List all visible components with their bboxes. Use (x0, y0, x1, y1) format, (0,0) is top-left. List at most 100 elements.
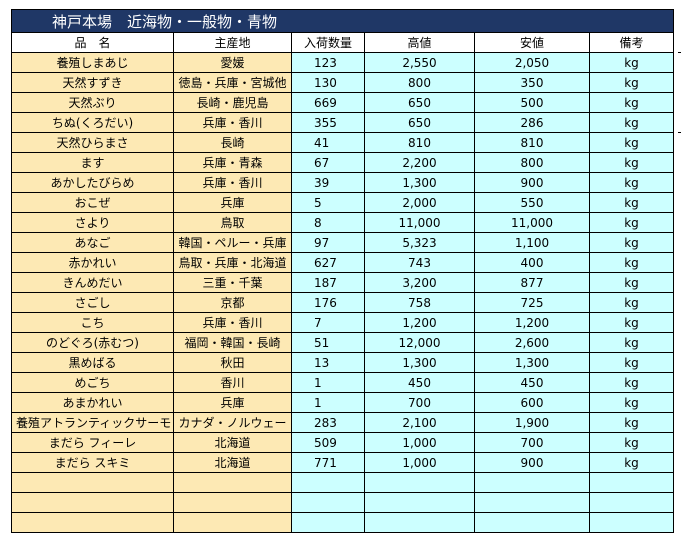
table-row: 養殖アトランティックサーモン カナダ・ノルウェー 283 2,100 1,900 kg (11, 412, 675, 433)
cell-name: あまかれい (11, 392, 174, 413)
header-high: 高値 (364, 32, 475, 53)
cell-name (11, 512, 174, 533)
cell-name: さより (11, 212, 174, 233)
cell-unit: kg (588, 52, 675, 73)
cell-name (11, 492, 174, 513)
cell-qty (291, 472, 365, 493)
cell-low: 400 (474, 252, 590, 273)
header-qty: 入荷数量 (291, 32, 365, 53)
cell-qty: 771 (291, 452, 365, 473)
cell-qty: 669 (291, 92, 365, 113)
cell-origin: 兵庫・青森 (173, 152, 292, 173)
cell-origin: 長崎・鹿児島 (173, 92, 292, 113)
cell-qty: 8 (291, 212, 365, 233)
cell-qty: 13 (291, 352, 365, 373)
cell-origin: 鳥取 (173, 212, 292, 233)
cell-low: 800 (474, 152, 590, 173)
table-row: まだら スキミ 北海道 771 1,000 900 kg (11, 452, 675, 473)
cell-origin: 長崎 (173, 132, 292, 153)
cell-high: 1,000 (364, 432, 475, 453)
table-row (11, 492, 675, 513)
cell-unit: kg (588, 372, 675, 393)
cell-qty: 176 (291, 292, 365, 313)
cell-low: 11,000 (474, 212, 590, 233)
cell-unit: kg (588, 452, 675, 473)
table-row: きんめだい 三重・千葉 187 3,200 877 kg (11, 272, 675, 293)
cell-unit: kg (588, 212, 675, 233)
cell-name: のどぐろ(赤むつ) (11, 332, 174, 353)
cell-qty (291, 512, 365, 533)
cell-qty: 51 (291, 332, 365, 353)
cell-name: 赤かれい (11, 252, 174, 273)
cell-high: 2,100 (364, 412, 475, 433)
cell-low: 2,600 (474, 332, 590, 353)
table-row: 天然ひらまさ 長崎 41 810 810 kg (11, 132, 675, 153)
cell-qty: 123 (291, 52, 365, 73)
cell-name: 養殖アトランティックサーモン (11, 412, 174, 433)
table-row: めごち 香川 1 450 450 kg (11, 372, 675, 393)
cell-origin: 徳島・兵庫・宮城他 (173, 72, 292, 93)
cell-name (11, 472, 174, 493)
cell-origin: 香川 (173, 372, 292, 393)
table-row: さより 鳥取 8 11,000 11,000 kg (11, 212, 675, 233)
cell-origin: 兵庫・香川 (173, 172, 292, 193)
table-row: 黒めばる 秋田 13 1,300 1,300 kg (11, 352, 675, 373)
cell-origin (173, 512, 292, 533)
cell-unit: kg (588, 332, 675, 353)
cell-qty: 509 (291, 432, 365, 453)
cell-high: 650 (364, 112, 475, 133)
cell-qty: 41 (291, 132, 365, 153)
price-table: 神戸本場 近海物・一般物・青物 品 名 主産地 入荷数量 高値 安値 備考 養殖… (10, 9, 675, 533)
table-row: あかしたびらめ 兵庫・香川 39 1,300 900 kg (11, 172, 675, 193)
cell-name: 天然すずき (11, 72, 174, 93)
cell-name: 天然ひらまさ (11, 132, 174, 153)
cell-low: 700 (474, 432, 590, 453)
cell-high: 11,000 (364, 212, 475, 233)
cell-unit: kg (588, 72, 675, 93)
cell-high: 450 (364, 372, 475, 393)
cell-unit: kg (588, 252, 675, 273)
cell-origin: カナダ・ノルウェー (173, 412, 292, 433)
cell-low: 286 (474, 112, 590, 133)
table-title: 神戸本場 近海物・一般物・青物 (10, 9, 675, 33)
cell-low: 1,900 (474, 412, 590, 433)
table-row: さごし 京都 176 758 725 kg (11, 292, 675, 313)
cell-qty: 5 (291, 192, 365, 213)
cell-unit (588, 472, 675, 493)
margin-mark (678, 52, 681, 53)
cell-origin: 北海道 (173, 452, 292, 473)
cell-high: 3,200 (364, 272, 475, 293)
cell-unit: kg (588, 172, 675, 193)
table-row: 天然ぶり 長崎・鹿児島 669 650 500 kg (11, 92, 675, 113)
cell-low: 550 (474, 192, 590, 213)
cell-unit (588, 512, 675, 533)
cell-high: 700 (364, 392, 475, 413)
cell-low: 810 (474, 132, 590, 153)
cell-name: まだら フィーレ (11, 432, 174, 453)
cell-high: 810 (364, 132, 475, 153)
title-row: 神戸本場 近海物・一般物・青物 (10, 9, 675, 33)
table-body: 神戸本場 近海物・一般物・青物 品 名 主産地 入荷数量 高値 安値 備考 養殖… (10, 9, 675, 533)
cell-unit: kg (588, 292, 675, 313)
cell-origin (173, 472, 292, 493)
cell-name: ます (11, 152, 174, 173)
cell-low: 2,050 (474, 52, 590, 73)
cell-high: 743 (364, 252, 475, 273)
cell-name: ちぬ(くろだい) (11, 112, 174, 133)
cell-high (364, 492, 475, 513)
cell-low: 1,200 (474, 312, 590, 333)
cell-high: 1,200 (364, 312, 475, 333)
cell-name: 養殖しまあじ (11, 52, 174, 73)
cell-low: 1,300 (474, 352, 590, 373)
margin-mark (678, 132, 681, 133)
table-row (11, 512, 675, 533)
cell-name: めごち (11, 372, 174, 393)
cell-origin (173, 492, 292, 513)
table-row: おこぜ 兵庫 5 2,000 550 kg (11, 192, 675, 213)
table-row: のどぐろ(赤むつ) 福岡・韓国・長崎 51 12,000 2,600 kg (11, 332, 675, 353)
cell-qty: 130 (291, 72, 365, 93)
header-name: 品 名 (11, 32, 174, 53)
cell-unit: kg (588, 152, 675, 173)
cell-high: 2,200 (364, 152, 475, 173)
cell-high: 758 (364, 292, 475, 313)
